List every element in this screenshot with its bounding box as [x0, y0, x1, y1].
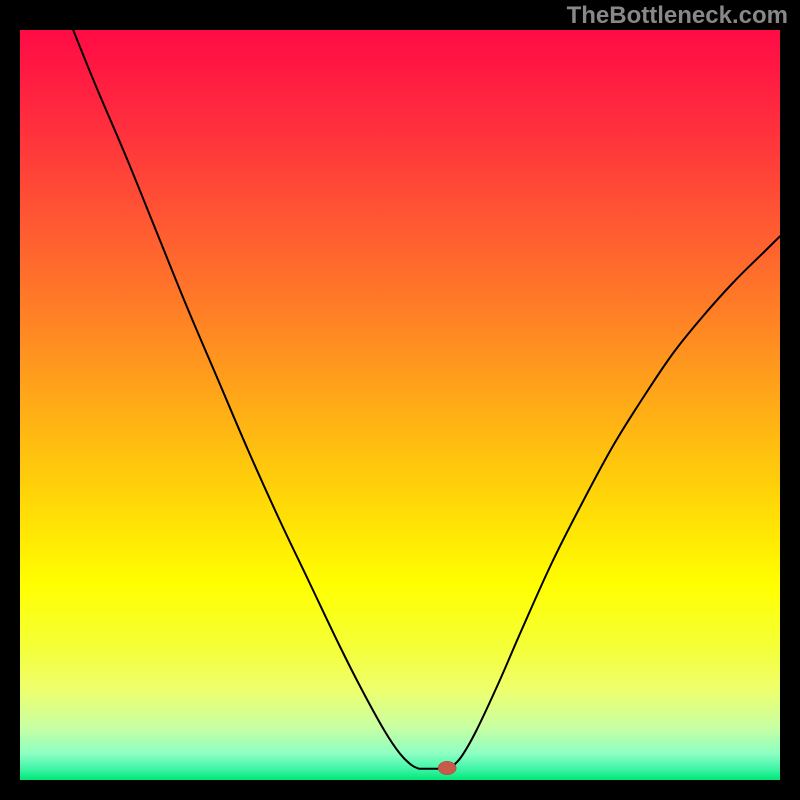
- watermark-text: TheBottleneck.com: [567, 2, 788, 30]
- outer-frame: TheBottleneck.com: [0, 0, 800, 800]
- plot-area: [20, 30, 780, 780]
- minimum-marker: [438, 761, 456, 775]
- plot-svg: [20, 30, 780, 780]
- gradient-background: [20, 30, 780, 780]
